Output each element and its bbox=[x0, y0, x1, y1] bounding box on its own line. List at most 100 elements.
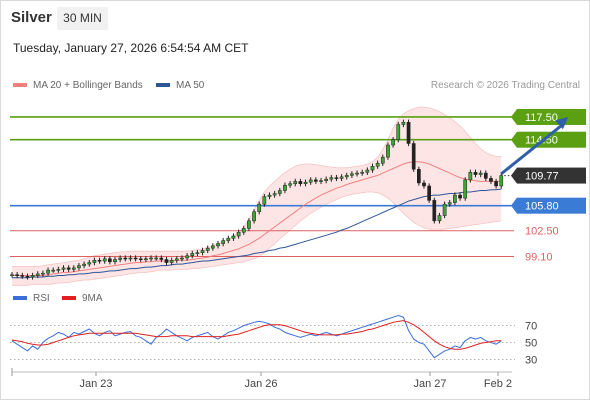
candle-body bbox=[149, 257, 153, 260]
candle-body bbox=[77, 265, 81, 269]
candle-body bbox=[71, 267, 76, 270]
candle-body bbox=[211, 245, 215, 249]
candle-body bbox=[483, 172, 488, 179]
candle-body bbox=[102, 258, 107, 262]
candle-body bbox=[499, 175, 504, 187]
candle-body bbox=[370, 166, 375, 171]
candle-body bbox=[447, 202, 452, 205]
candle-body bbox=[489, 178, 493, 182]
candle-body bbox=[87, 262, 92, 265]
candle-body bbox=[180, 257, 184, 260]
candle-body bbox=[41, 272, 45, 275]
candle-body bbox=[185, 255, 189, 259]
candle-body bbox=[344, 175, 349, 178]
x-tick-label: Jan 26 bbox=[244, 378, 277, 390]
candle-body bbox=[375, 162, 380, 167]
ma50-line bbox=[12, 188, 502, 279]
candle-body bbox=[334, 177, 339, 179]
candle-body bbox=[262, 196, 267, 205]
candle-body bbox=[303, 181, 308, 184]
ma50-swatch bbox=[156, 83, 170, 88]
candle-body bbox=[123, 257, 128, 260]
rsi-line bbox=[11, 314, 502, 359]
candle-body bbox=[401, 122, 406, 125]
x-tick-label: Jan 27 bbox=[413, 378, 446, 390]
candle-body bbox=[66, 267, 71, 270]
legend-9ma-label: 9MA bbox=[82, 293, 103, 304]
x-tick-label: Jan 23 bbox=[79, 378, 112, 390]
candle-body bbox=[20, 275, 25, 277]
candle-body bbox=[51, 269, 56, 272]
level-label-99.10: 99.10 bbox=[525, 251, 553, 263]
forecast-arrow-shaft bbox=[500, 123, 564, 176]
candle-body bbox=[15, 274, 20, 276]
candle-body bbox=[437, 215, 442, 222]
candle-body bbox=[339, 176, 344, 179]
candle-body bbox=[463, 179, 468, 199]
ma9-swatch bbox=[62, 296, 76, 301]
candle-body bbox=[308, 179, 313, 183]
rsi-9ma-line bbox=[11, 320, 502, 350]
candle-body bbox=[247, 220, 251, 229]
candle-body bbox=[478, 172, 483, 175]
legend-ma20: MA 20 + Bollinger Bands bbox=[13, 80, 143, 91]
candle-body bbox=[272, 193, 277, 196]
candle-body bbox=[128, 257, 133, 260]
rsi-tick-50: 50 bbox=[525, 338, 537, 350]
candle-body bbox=[391, 139, 395, 146]
candle-body bbox=[396, 124, 401, 140]
candle-body bbox=[355, 172, 359, 175]
candle-body bbox=[164, 259, 169, 263]
candle-body bbox=[324, 178, 328, 181]
candle-body bbox=[154, 257, 159, 260]
candle-body bbox=[329, 177, 334, 180]
candle-body bbox=[360, 172, 365, 174]
level-box-105.80 bbox=[517, 197, 586, 214]
ma20-swatch bbox=[13, 83, 27, 88]
candle-body bbox=[190, 253, 195, 256]
candle-body bbox=[195, 252, 200, 254]
level-label-102.50: 102.50 bbox=[525, 226, 559, 238]
candle-body bbox=[174, 258, 179, 261]
level-box-pointer-117.50 bbox=[511, 108, 517, 125]
legend-ma50: MA 50 bbox=[156, 80, 204, 91]
bollinger-lower-line bbox=[12, 191, 502, 286]
candle-body bbox=[257, 203, 262, 213]
rsi-tick-30: 30 bbox=[525, 354, 537, 366]
legend-ma20-label: MA 20 + Bollinger Bands bbox=[33, 80, 143, 91]
candle-body bbox=[61, 267, 66, 270]
candle-body bbox=[159, 257, 164, 260]
timeframe-button[interactable]: 30 MIN bbox=[57, 7, 108, 30]
candle-body bbox=[252, 211, 256, 222]
timestamp: Tuesday, January 27, 2026 6:54:54 AM CET bbox=[13, 41, 249, 55]
candle-body bbox=[92, 260, 97, 263]
candle-body bbox=[458, 194, 462, 199]
candle-body bbox=[97, 260, 102, 262]
candle-body bbox=[138, 258, 143, 261]
candle-body bbox=[494, 181, 498, 187]
candle-body bbox=[200, 250, 205, 253]
candle-body bbox=[365, 169, 370, 173]
candle-body bbox=[144, 258, 148, 261]
candle-body bbox=[46, 269, 50, 274]
forecast-arrow-head bbox=[555, 116, 569, 130]
candle-body bbox=[30, 275, 35, 278]
last-price-box bbox=[517, 167, 586, 184]
candle-body bbox=[468, 172, 473, 181]
candle-body bbox=[35, 273, 40, 276]
candle-body bbox=[314, 179, 318, 182]
candle-body bbox=[221, 240, 226, 244]
candle-body bbox=[118, 257, 123, 260]
candle-body bbox=[205, 247, 210, 251]
level-box-117.50 bbox=[517, 108, 586, 125]
credit-text: Research © 2026 Trading Central bbox=[430, 80, 580, 91]
candle-body bbox=[298, 181, 303, 184]
candle-body bbox=[236, 231, 241, 237]
candle-body bbox=[56, 269, 61, 271]
candle-body bbox=[453, 194, 457, 203]
level-label-117.50: 117.50 bbox=[525, 112, 558, 124]
instrument-title: Silver bbox=[11, 9, 52, 26]
last-price-label: 109.77 bbox=[525, 171, 559, 183]
candle-body bbox=[417, 169, 421, 184]
